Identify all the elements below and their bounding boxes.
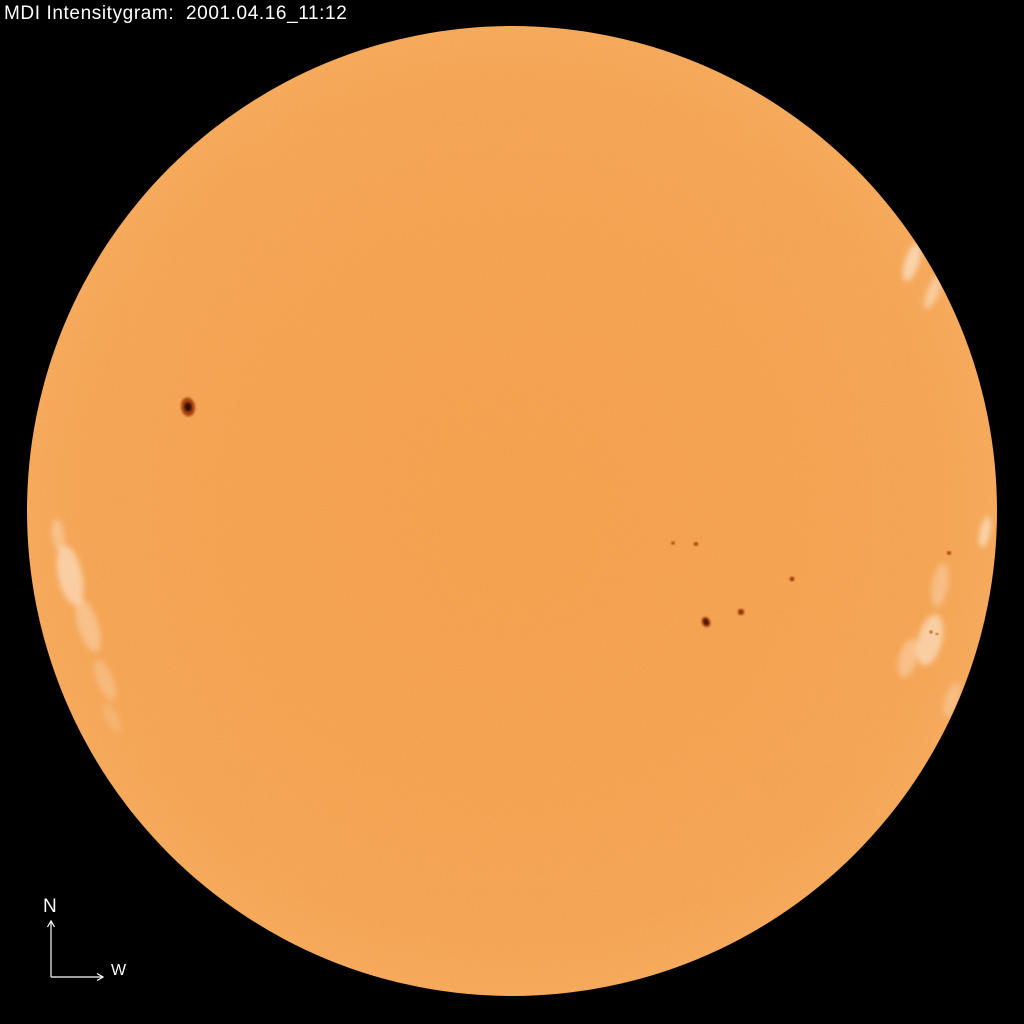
image-title: MDI Intensitygram: 2001.04.16_11:12 [4, 3, 348, 24]
sunspot-umbra [739, 610, 743, 614]
sunspot-umbra [947, 551, 951, 555]
sunspot [789, 576, 795, 582]
facula-patch [75, 598, 101, 652]
sunspot [946, 551, 952, 555]
sunspot [180, 397, 196, 417]
sunspot [670, 541, 676, 545]
facula-patch [51, 519, 65, 551]
facula-patch [979, 516, 991, 548]
facula-patch [916, 614, 944, 666]
sunspot [935, 632, 939, 636]
facula-patch [103, 703, 121, 733]
facula-patch [93, 659, 117, 701]
orientation-compass: N W [43, 896, 127, 979]
facula-patch [902, 242, 922, 282]
sunspot-umbra [671, 541, 675, 545]
sunspot [701, 616, 711, 628]
sunspot-umbra [694, 542, 698, 546]
sunspot-group [180, 397, 952, 636]
north-label: N [43, 896, 57, 917]
faculae-group [51, 242, 991, 733]
sunspot-umbra [936, 633, 938, 635]
facula-patch [56, 545, 84, 605]
sunspot-umbra [703, 618, 709, 626]
facula-patch [943, 682, 961, 718]
sunspot [737, 608, 745, 616]
facula-patch [924, 275, 942, 309]
sunspot-umbra [184, 402, 192, 412]
sunspot [929, 630, 933, 634]
sunspot [693, 541, 699, 547]
west-label: W [111, 962, 127, 979]
sunspot-umbra [790, 577, 794, 581]
sunspot-umbra [930, 631, 932, 633]
facula-patch [931, 563, 949, 607]
facula-patch [897, 638, 919, 678]
